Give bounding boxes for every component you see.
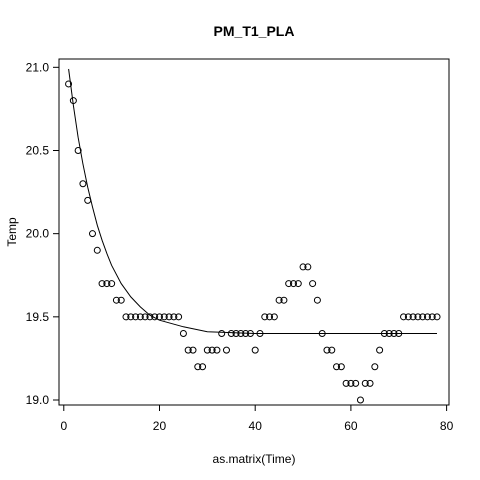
data-point — [237, 329, 245, 337]
data-point — [117, 296, 125, 304]
y-axis: 19.0 19.5 20.0 20.5 21.0 — [26, 60, 59, 407]
data-point — [160, 313, 168, 321]
data-point — [361, 379, 369, 387]
data-point — [246, 329, 254, 337]
data-point — [88, 230, 96, 238]
data-point — [352, 379, 360, 387]
data-point — [175, 313, 183, 321]
data-point — [222, 346, 230, 354]
data-point — [74, 146, 82, 154]
data-point — [98, 280, 106, 288]
data-point — [227, 329, 235, 337]
data-point — [218, 329, 226, 337]
data-point — [155, 313, 163, 321]
data-point — [141, 313, 149, 321]
data-point — [428, 313, 436, 321]
data-point — [433, 313, 441, 321]
data-point — [323, 346, 331, 354]
data-point — [213, 346, 221, 354]
y-axis-label: Temp — [5, 217, 19, 247]
x-tick-label: 0 — [60, 419, 67, 433]
y-tick-label: 19.5 — [26, 310, 50, 324]
data-point — [270, 313, 278, 321]
y-tick-label: 20.0 — [26, 227, 50, 241]
data-point — [304, 263, 312, 271]
data-point — [165, 313, 173, 321]
data-point — [189, 346, 197, 354]
data-point — [203, 346, 211, 354]
data-point — [194, 363, 202, 371]
data-points — [65, 80, 441, 404]
data-point — [414, 313, 422, 321]
x-axis: 0 20 40 60 80 — [60, 405, 454, 433]
data-point — [208, 346, 216, 354]
data-point — [184, 346, 192, 354]
data-point — [356, 396, 364, 404]
data-point — [376, 346, 384, 354]
data-point — [337, 363, 345, 371]
data-point — [84, 196, 92, 204]
data-point — [285, 280, 293, 288]
data-point — [275, 296, 283, 304]
data-point — [419, 313, 427, 321]
x-axis-label: as.matrix(Time) — [213, 452, 296, 466]
data-point — [242, 329, 250, 337]
data-point — [266, 313, 274, 321]
x-tick-label: 60 — [344, 419, 358, 433]
plot-frame — [58, 58, 450, 406]
data-point — [342, 379, 350, 387]
data-point — [93, 246, 101, 254]
data-point — [261, 313, 269, 321]
data-point — [146, 313, 154, 321]
fitted-curve — [68, 68, 437, 334]
y-tick-label: 21.0 — [26, 60, 50, 74]
data-point — [299, 263, 307, 271]
data-point — [423, 313, 431, 321]
data-point — [112, 296, 120, 304]
data-point — [251, 346, 259, 354]
data-point — [313, 296, 321, 304]
x-tick-label: 20 — [153, 419, 167, 433]
data-point — [333, 363, 341, 371]
data-point — [108, 280, 116, 288]
x-tick-label: 80 — [440, 419, 454, 433]
y-tick-label: 19.0 — [26, 393, 50, 407]
data-point — [79, 180, 87, 188]
data-point — [151, 313, 159, 321]
data-point — [390, 329, 398, 337]
data-point — [103, 280, 111, 288]
data-point — [380, 329, 388, 337]
data-point — [65, 80, 73, 88]
data-point — [400, 313, 408, 321]
data-point — [328, 346, 336, 354]
x-tick-label: 40 — [249, 419, 263, 433]
data-point — [385, 329, 393, 337]
data-point — [136, 313, 144, 321]
data-point — [395, 329, 403, 337]
data-point — [256, 329, 264, 337]
data-point — [294, 280, 302, 288]
data-point — [371, 363, 379, 371]
data-point — [347, 379, 355, 387]
data-point — [132, 313, 140, 321]
data-point — [404, 313, 412, 321]
data-point — [127, 313, 135, 321]
data-point — [280, 296, 288, 304]
data-point — [170, 313, 178, 321]
data-point — [409, 313, 417, 321]
data-point — [289, 280, 297, 288]
data-point — [199, 363, 207, 371]
data-point — [122, 313, 130, 321]
data-point — [232, 329, 240, 337]
y-tick-label: 20.5 — [26, 143, 50, 157]
data-point — [69, 97, 77, 105]
data-point — [366, 379, 374, 387]
data-point — [179, 329, 187, 337]
data-point — [318, 329, 326, 337]
chart-title: PM_T1_PLA — [214, 23, 295, 39]
data-point — [309, 280, 317, 288]
